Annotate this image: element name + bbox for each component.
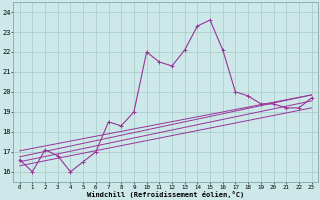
X-axis label: Windchill (Refroidissement éolien,°C): Windchill (Refroidissement éolien,°C) — [87, 191, 244, 198]
